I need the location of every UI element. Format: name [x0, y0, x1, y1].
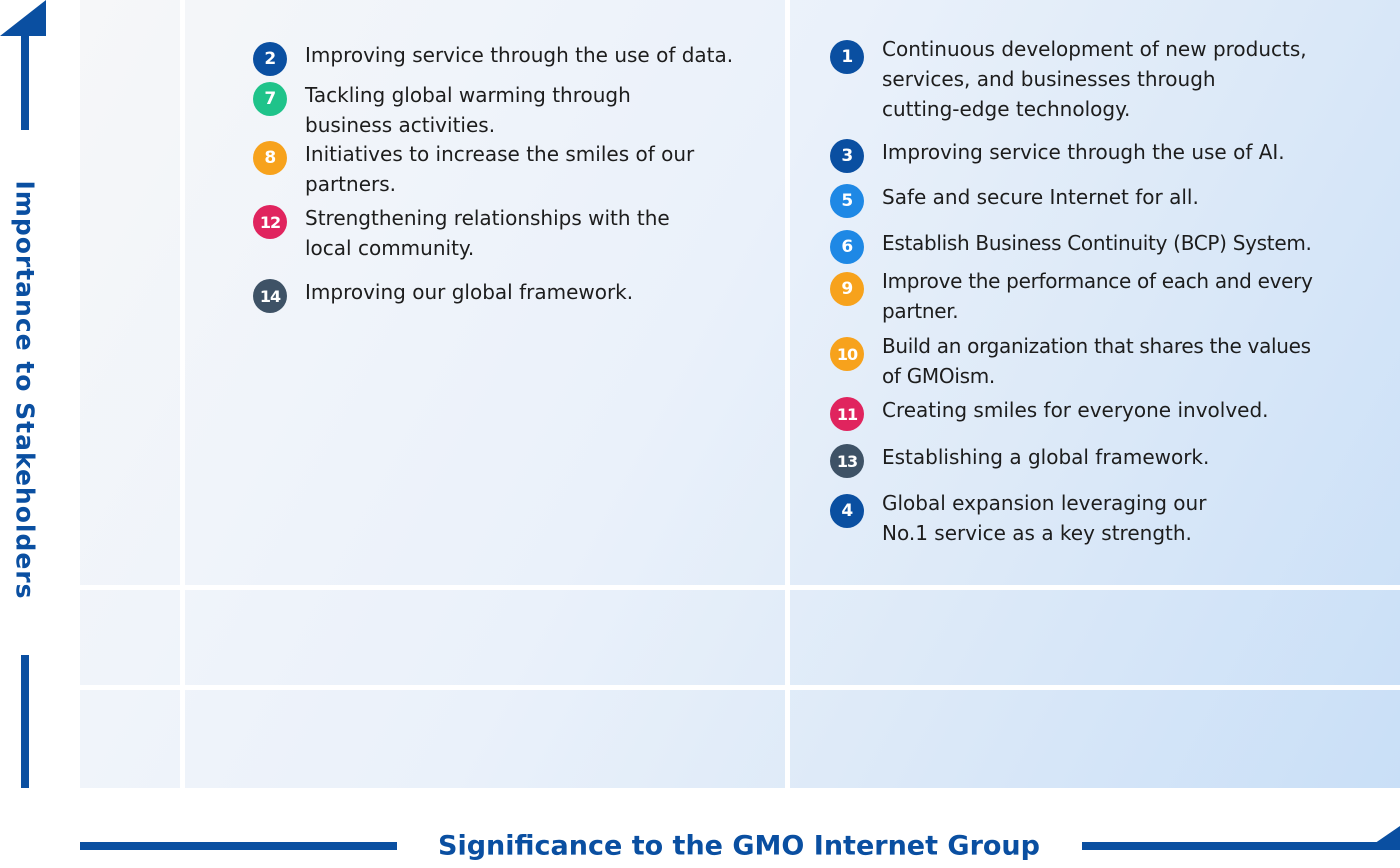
x-axis-bar-left — [80, 842, 397, 850]
x-axis-arrowhead — [1365, 826, 1400, 850]
x-axis-bar-right — [1082, 842, 1400, 850]
item-label: Improve the performance of each and ever… — [882, 269, 1313, 323]
item-label: Improving service through the use of dat… — [305, 43, 734, 67]
materiality-matrix — [80, 0, 1400, 788]
item-label: Continuous development of new products, … — [882, 37, 1307, 121]
x-axis-label: Significance to the GMO Internet Group — [438, 830, 1040, 862]
materiality-item-4: 4 Global expansion leveraging our No.1 s… — [830, 488, 1206, 548]
y-axis-label: Importance to Stakeholders — [10, 180, 40, 600]
materiality-item-5: 5 Safe and secure Internet for all. — [830, 182, 1199, 218]
item-number-badge: 10 — [830, 337, 864, 371]
y-axis-bar-top — [21, 30, 29, 130]
item-number-badge: 1 — [830, 40, 864, 74]
item-label: Creating smiles for everyone involved. — [882, 398, 1269, 422]
materiality-item-14: 14 Improving our global framework. — [253, 277, 633, 313]
materiality-item-9: 9 Improve the performance of each and ev… — [830, 266, 1313, 326]
materiality-item-6: 6 Establish Business Continuity (BCP) Sy… — [830, 228, 1312, 264]
materiality-item-1: 1 Continuous development of new products… — [830, 34, 1307, 124]
item-label: Build an organization that shares the va… — [882, 334, 1311, 388]
grid-line-vertical — [180, 0, 185, 788]
item-number-badge: 9 — [830, 272, 864, 306]
grid-line-horizontal — [80, 685, 1400, 690]
item-number-badge: 5 — [830, 184, 864, 218]
materiality-item-10: 10 Build an organization that shares the… — [830, 331, 1311, 391]
materiality-item-11: 11 Creating smiles for everyone involved… — [830, 395, 1269, 431]
item-label: Establishing a global framework. — [882, 445, 1210, 469]
item-number-badge: 12 — [253, 205, 287, 239]
item-label: Safe and secure Internet for all. — [882, 185, 1199, 209]
item-label: Improving our global framework. — [305, 280, 634, 304]
item-number-badge: 11 — [830, 397, 864, 431]
item-number-badge: 2 — [253, 42, 287, 76]
item-number-badge: 13 — [830, 444, 864, 478]
materiality-item-13: 13 Establishing a global framework. — [830, 442, 1209, 478]
y-axis-bar-bottom — [21, 655, 29, 788]
grid-line-vertical — [785, 0, 790, 788]
item-number-badge: 14 — [253, 279, 287, 313]
item-number-badge: 8 — [253, 141, 287, 175]
materiality-item-8: 8 Initiatives to increase the smiles of … — [253, 139, 694, 199]
materiality-item-12: 12 Strengthening relationships with the … — [253, 203, 670, 263]
materiality-item-3: 3 Improving service through the use of A… — [830, 137, 1285, 173]
grid-line-horizontal — [80, 585, 1400, 590]
item-label: Initiatives to increase the smiles of ou… — [305, 142, 695, 196]
item-label: Improving service through the use of AI. — [882, 140, 1285, 164]
item-label: Tackling global warming through business… — [305, 83, 631, 137]
item-label: Global expansion leveraging our No.1 ser… — [882, 491, 1207, 545]
materiality-item-7: 7 Tackling global warming through busine… — [253, 80, 631, 140]
materiality-item-2: 2 Improving service through the use of d… — [253, 40, 733, 76]
item-number-badge: 3 — [830, 139, 864, 173]
item-label: Strengthening relationships with the loc… — [305, 206, 670, 260]
item-number-badge: 7 — [253, 82, 287, 116]
item-number-badge: 6 — [830, 230, 864, 264]
item-label: Establish Business Continuity (BCP) Syst… — [882, 231, 1312, 255]
item-number-badge: 4 — [830, 494, 864, 528]
